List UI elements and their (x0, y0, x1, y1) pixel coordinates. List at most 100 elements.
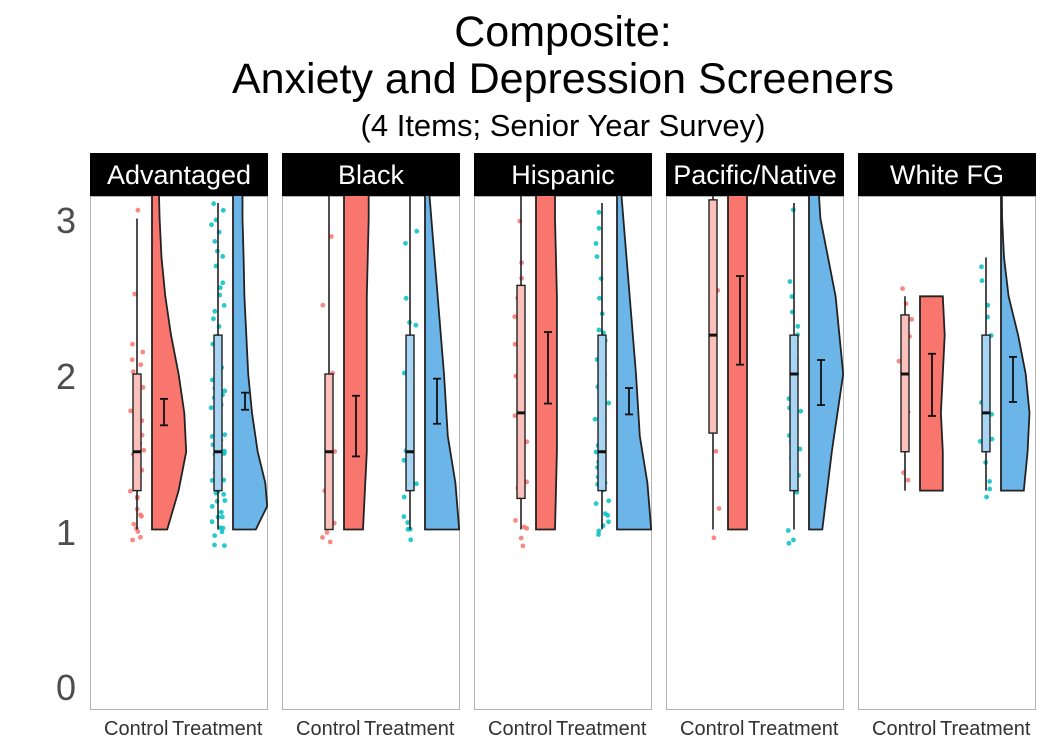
data-point-control (127, 488, 133, 494)
data-point-treatment (596, 528, 602, 534)
x-tick-label-treatment: Treatment (172, 718, 263, 740)
data-point-treatment (989, 436, 995, 442)
data-point-control (130, 341, 135, 347)
data-point-treatment (401, 457, 407, 463)
panel-border (90, 196, 268, 710)
chart-subtitle: (4 Items; Senior Year Survey) (361, 108, 766, 143)
x-tick-label-treatment: Treatment (364, 718, 455, 740)
data-point-treatment (593, 241, 599, 246)
panel-marks (708, 196, 844, 546)
panel-marks (896, 196, 1031, 500)
y-tick-label: 0 (56, 667, 76, 708)
half-violin-control (343, 196, 370, 531)
box-iqr-treatment (981, 334, 991, 453)
facet-panel-advantaged: Advantaged Control Treatment (90, 153, 268, 740)
data-point-control (512, 314, 518, 320)
half-violin-treatment (616, 196, 652, 531)
x-tick-label-control: Control (296, 718, 360, 740)
data-point-treatment (795, 323, 801, 329)
strip-label: Black (338, 160, 405, 190)
strip-background (858, 153, 1036, 196)
data-point-control (521, 524, 527, 530)
strip-label: Hispanic (511, 160, 615, 190)
y-tick-label: 2 (56, 356, 76, 397)
box-iqr-treatment (405, 334, 415, 492)
data-point-treatment (222, 388, 228, 394)
data-point-treatment (221, 303, 227, 308)
box-iqr-treatment (213, 334, 223, 492)
data-point-treatment (789, 294, 795, 299)
data-point-control (905, 477, 911, 483)
data-point-treatment (602, 511, 608, 517)
data-point-control (513, 518, 518, 523)
data-point-control (135, 207, 141, 213)
x-tick-label-control: Control (872, 718, 936, 740)
data-point-control (320, 535, 325, 540)
box-iqr-control (708, 199, 718, 434)
data-point-treatment (606, 400, 612, 406)
data-point-treatment (212, 533, 218, 538)
facet-panel-hispanic: Hispanic Control Treatment (474, 153, 652, 740)
box-iqr-control (900, 314, 910, 453)
data-point-treatment (220, 280, 226, 286)
data-point-treatment (222, 498, 228, 503)
data-point-control (520, 543, 526, 549)
data-point-treatment (414, 228, 420, 234)
data-point-control (909, 317, 914, 322)
facet-panel-black: Black Control Treatment (282, 153, 460, 740)
data-point-control (128, 408, 134, 414)
data-point-treatment (220, 254, 226, 259)
data-point-treatment (209, 222, 214, 228)
data-point-control (140, 349, 146, 355)
strip-label: White FG (890, 160, 1004, 190)
data-point-control (132, 291, 138, 297)
data-point-treatment (218, 509, 224, 515)
data-point-control (129, 357, 135, 363)
data-point-control (138, 512, 143, 518)
x-tick-label-control: Control (488, 718, 552, 740)
data-point-control (138, 362, 144, 368)
y-tick-label: 3 (56, 200, 76, 241)
data-point-treatment (219, 514, 225, 520)
facet-panel-pacific-native: Pacific/Native Control Treatment (666, 153, 844, 740)
data-point-treatment (408, 537, 414, 543)
data-point-treatment (405, 520, 411, 525)
data-point-treatment (785, 528, 791, 533)
data-point-control (711, 535, 717, 541)
facet-panel-white-fg: White FG Control Treatment (858, 153, 1036, 740)
data-point-treatment (217, 285, 223, 291)
data-point-control (329, 234, 334, 239)
data-point-control (130, 369, 136, 374)
data-point-treatment (594, 254, 600, 259)
data-point-control (140, 385, 146, 390)
data-point-treatment (596, 225, 602, 231)
data-point-treatment (403, 295, 409, 301)
strip-background (474, 153, 652, 196)
data-point-treatment (212, 239, 218, 244)
data-point-control (896, 358, 902, 364)
data-point-control (713, 448, 719, 454)
chart-title-line-2: Anxiety and Depression Screeners (232, 55, 894, 103)
data-point-control (138, 534, 143, 540)
panel-border (666, 196, 844, 710)
data-point-treatment (606, 519, 611, 525)
chart-title-line-1: Composite: (454, 8, 671, 56)
panel-border (474, 196, 652, 710)
half-violin-treatment (232, 196, 268, 531)
strip-label: Pacific/Native (673, 160, 837, 190)
data-point-treatment (221, 492, 227, 497)
data-point-treatment (597, 295, 602, 301)
box-iqr-control (132, 373, 142, 492)
data-point-control (327, 539, 333, 545)
half-violin-treatment (424, 196, 460, 531)
x-tick-label-control: Control (680, 718, 744, 740)
data-point-treatment (596, 327, 602, 333)
box-iqr-treatment (597, 334, 607, 492)
data-point-treatment (219, 529, 225, 535)
data-point-treatment (797, 446, 803, 452)
data-point-control (131, 521, 137, 527)
x-tick-label-treatment: Treatment (940, 718, 1031, 740)
data-point-treatment (596, 532, 601, 537)
strip-background (666, 153, 844, 196)
